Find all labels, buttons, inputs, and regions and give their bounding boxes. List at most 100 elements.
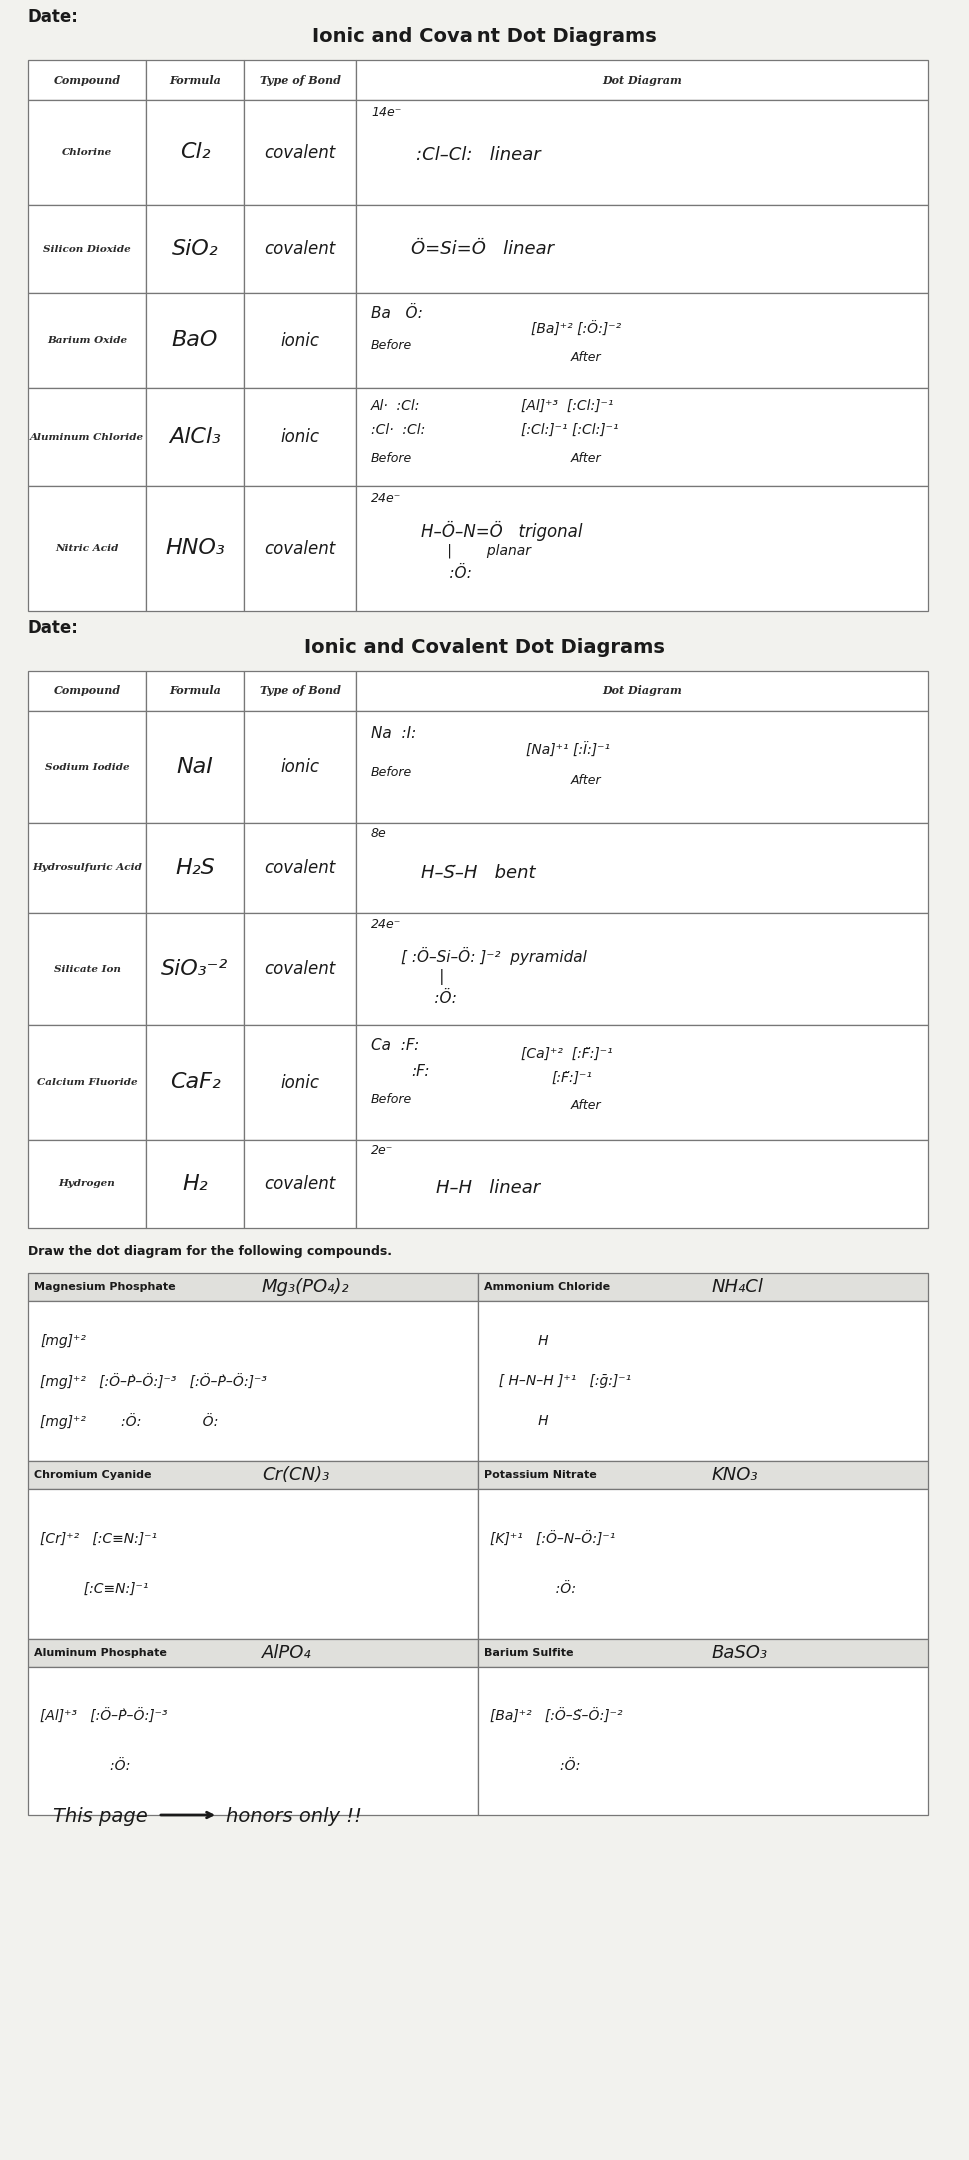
Bar xyxy=(146,486,244,611)
Bar xyxy=(28,1639,478,1668)
Bar xyxy=(244,294,356,389)
Bar xyxy=(478,1460,928,1488)
Text: ionic: ionic xyxy=(280,758,320,775)
Text: Nitric Acid: Nitric Acid xyxy=(55,544,118,553)
Text: :Ö:: :Ö: xyxy=(490,1758,580,1773)
Text: Al·  :Cl:: Al· :Cl: xyxy=(371,400,421,413)
Text: Before: Before xyxy=(371,767,412,780)
Text: Before: Before xyxy=(371,1093,412,1106)
Text: Potassium Nitrate: Potassium Nitrate xyxy=(484,1471,597,1480)
Text: Type of Bond: Type of Bond xyxy=(260,685,340,696)
Text: :Cl–Cl:   linear: :Cl–Cl: linear xyxy=(416,145,541,164)
Text: CaF₂: CaF₂ xyxy=(170,1074,220,1093)
Text: Mg₃(PO₄)₂: Mg₃(PO₄)₂ xyxy=(262,1279,350,1296)
Text: covalent: covalent xyxy=(265,959,335,978)
Text: [ :Ö–Si–Ö: ]⁻²  pyramidal: [ :Ö–Si–Ö: ]⁻² pyramidal xyxy=(401,946,587,966)
Bar xyxy=(244,1026,356,1140)
Text: [mg]⁺²: [mg]⁺² xyxy=(40,1335,86,1348)
Bar xyxy=(356,486,928,611)
Bar xyxy=(146,205,244,294)
Text: Compound: Compound xyxy=(53,73,120,86)
Text: NaI: NaI xyxy=(176,756,213,778)
Text: Formula: Formula xyxy=(169,685,221,696)
Bar xyxy=(28,672,146,711)
Bar xyxy=(146,672,244,711)
Text: Silicon Dioxide: Silicon Dioxide xyxy=(44,244,131,253)
Text: |: | xyxy=(371,970,445,985)
Text: Cr(CN)₃: Cr(CN)₃ xyxy=(262,1467,329,1484)
Bar xyxy=(356,389,928,486)
Text: :Ö:: :Ö: xyxy=(371,991,456,1007)
Bar xyxy=(28,205,146,294)
Text: [Na]⁺¹ [:Ï:]⁻¹: [Na]⁺¹ [:Ï:]⁻¹ xyxy=(526,743,610,758)
Text: [Cr]⁺²   [:C≡N:]⁻¹: [Cr]⁺² [:C≡N:]⁻¹ xyxy=(40,1531,157,1547)
Text: [:C≡N:]⁻¹: [:C≡N:]⁻¹ xyxy=(40,1581,148,1596)
Bar xyxy=(244,205,356,294)
Text: [mg]⁺²        :Ö:              Ö:: [mg]⁺² :Ö: Ö: xyxy=(40,1413,218,1430)
Text: covalent: covalent xyxy=(265,860,335,877)
Bar xyxy=(244,99,356,205)
Text: ionic: ionic xyxy=(280,1074,320,1091)
Text: Compound: Compound xyxy=(53,685,120,696)
Text: Hydrogen: Hydrogen xyxy=(59,1179,115,1188)
Bar xyxy=(146,1026,244,1140)
Text: Silicate Ion: Silicate Ion xyxy=(53,966,120,974)
Bar xyxy=(146,60,244,99)
Bar xyxy=(478,1639,928,1668)
Bar xyxy=(478,1272,928,1300)
Bar xyxy=(244,486,356,611)
Text: H₂S: H₂S xyxy=(175,858,215,877)
Text: Ionic and Covalent Dot Diagrams: Ionic and Covalent Dot Diagrams xyxy=(304,637,665,657)
Text: [:Cl:]⁻¹ [:Cl:]⁻¹: [:Cl:]⁻¹ [:Cl:]⁻¹ xyxy=(521,423,618,436)
Bar xyxy=(356,60,928,99)
Bar xyxy=(244,914,356,1026)
Text: Dot Diagram: Dot Diagram xyxy=(602,685,682,696)
Text: Cl₂: Cl₂ xyxy=(180,143,210,162)
Text: 24e⁻: 24e⁻ xyxy=(371,492,401,505)
Text: Barium Oxide: Barium Oxide xyxy=(47,337,127,346)
Bar xyxy=(28,823,146,914)
Text: covalent: covalent xyxy=(265,1175,335,1192)
Text: :Ö:: :Ö: xyxy=(490,1581,576,1596)
Bar xyxy=(356,672,928,711)
Text: Chlorine: Chlorine xyxy=(62,149,112,158)
Bar xyxy=(356,914,928,1026)
Text: [Al]⁺³  [:Cl:]⁻¹: [Al]⁺³ [:Cl:]⁻¹ xyxy=(521,400,613,413)
Text: AlCl₃: AlCl₃ xyxy=(169,428,221,447)
Bar xyxy=(356,711,928,823)
Bar xyxy=(28,99,146,205)
Text: covalent: covalent xyxy=(265,240,335,257)
Bar xyxy=(146,389,244,486)
Bar xyxy=(146,294,244,389)
Text: [mg]⁺²   [:Ö–P̀–Ö:]⁻³   [:Ö–P̀–Ö:]⁻³: [mg]⁺² [:Ö–P̀–Ö:]⁻³ [:Ö–P̀–Ö:]⁻³ xyxy=(40,1374,267,1389)
Text: :Cl·  :Cl:: :Cl· :Cl: xyxy=(371,423,425,436)
Text: Formula: Formula xyxy=(169,73,221,86)
Bar xyxy=(28,60,146,99)
Text: BaO: BaO xyxy=(172,330,218,350)
Text: ionic: ionic xyxy=(280,428,320,445)
Bar xyxy=(478,1300,928,1460)
Bar xyxy=(356,1140,928,1229)
Text: AlPO₄: AlPO₄ xyxy=(262,1644,312,1661)
Bar xyxy=(28,914,146,1026)
Bar xyxy=(28,1488,478,1639)
Bar xyxy=(28,1460,478,1488)
Text: ionic: ionic xyxy=(280,330,320,350)
Text: H–Ö–N=Ö   trigonal: H–Ö–N=Ö trigonal xyxy=(421,521,582,540)
Bar xyxy=(28,486,146,611)
Bar xyxy=(28,1140,146,1229)
Bar xyxy=(478,1488,928,1639)
Bar xyxy=(28,1026,146,1140)
Text: BaSO₃: BaSO₃ xyxy=(712,1644,768,1661)
Text: SiO₃⁻²: SiO₃⁻² xyxy=(162,959,229,978)
Bar xyxy=(28,711,146,823)
Bar xyxy=(244,711,356,823)
Text: Ba   Ö:: Ba Ö: xyxy=(371,307,422,322)
Text: H–H   linear: H–H linear xyxy=(436,1179,540,1197)
Bar xyxy=(146,1140,244,1229)
Bar xyxy=(356,205,928,294)
Bar xyxy=(28,389,146,486)
Text: After: After xyxy=(571,451,602,464)
Bar xyxy=(244,389,356,486)
Text: [Ba]⁺²   [:Ö–S̈–Ö:]⁻²: [Ba]⁺² [:Ö–S̈–Ö:]⁻² xyxy=(490,1709,623,1724)
